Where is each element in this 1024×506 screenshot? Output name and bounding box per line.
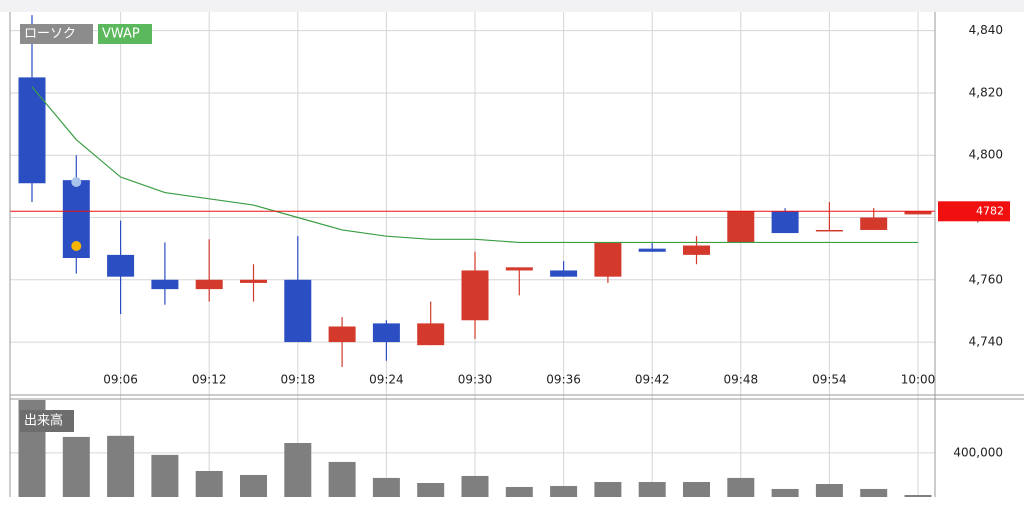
candle-body [195,279,223,290]
top-strip [0,0,1024,12]
candle-body [771,211,799,234]
legend-label: ローソク [24,27,76,42]
plot-layer: 09:06 09:12 09:18 09:24 09:30 09:36 09:42 09:48… [10,12,1010,497]
volume-bar [904,495,932,497]
legend-box [98,24,152,44]
x-tick-label: 09:42 [635,373,670,387]
panel-title-box [20,410,74,432]
volume-bar [505,486,533,497]
volume-bar [284,442,312,497]
candle-body [860,217,888,230]
panel-title: 出来高 [24,413,63,429]
volume-bar [638,482,666,497]
volume-bar [107,435,135,497]
candle-body [18,77,46,184]
candle-body [683,245,710,255]
candle-body [461,270,489,321]
y-tick-label: 400,000 [953,445,1003,459]
volume-bar [328,461,356,497]
candle-body [594,242,622,277]
marker-dot [71,177,82,187]
candle-body [372,323,400,343]
candle-body [638,248,666,252]
x-tick-label: 09:30 [458,373,493,387]
candle-body [417,323,445,346]
volume-bar [683,482,710,497]
volume-bar [372,477,400,497]
volume-bar [151,454,179,497]
candle-body [815,229,843,232]
volume-bar [815,483,843,497]
x-tick-label: 09:12 [192,373,227,387]
vwap-line [31,86,918,244]
y-tick-label: 4,760 [969,272,1003,286]
x-tick-label: 09:54 [812,373,847,387]
x-tick-label: 09:24 [369,373,404,387]
x-tick-label: 09:18 [281,373,316,387]
candle-body [284,279,312,343]
candle-body [550,270,578,277]
candle-body [727,211,755,243]
volume-bar [62,436,90,497]
candle-body [107,254,135,277]
y-tick-label: 4,820 [969,85,1003,99]
volume-bar [461,475,489,497]
candle-body [505,267,533,271]
y-tick-label: 4,740 [969,335,1003,349]
volume-bar [860,488,888,497]
y-tick-label: 4,800 [969,148,1003,162]
volume-bar [550,485,578,497]
volume-bar [417,483,445,497]
volume-bar [195,470,223,497]
x-tick-label: 09:36 [546,373,581,387]
legend-label: VWAP [102,27,140,42]
volume-bar [240,474,267,497]
y-tick-label: 4,840 [969,23,1003,37]
x-tick-label: 09:48 [724,373,759,387]
candle-body [328,326,356,343]
candle-body [904,211,932,215]
last-price-box [938,201,1010,222]
candle-body [151,279,179,290]
volume-bar [771,488,799,497]
volume-bar [594,482,622,497]
marker-dot [71,241,82,251]
volume-bar [727,477,755,497]
last-price-label: 4782 [976,204,1004,217]
x-tick-label: 10:00 [901,373,936,387]
candle-body [240,279,267,283]
legend-box [20,24,93,44]
x-tick-label: 09:06 [103,373,138,387]
